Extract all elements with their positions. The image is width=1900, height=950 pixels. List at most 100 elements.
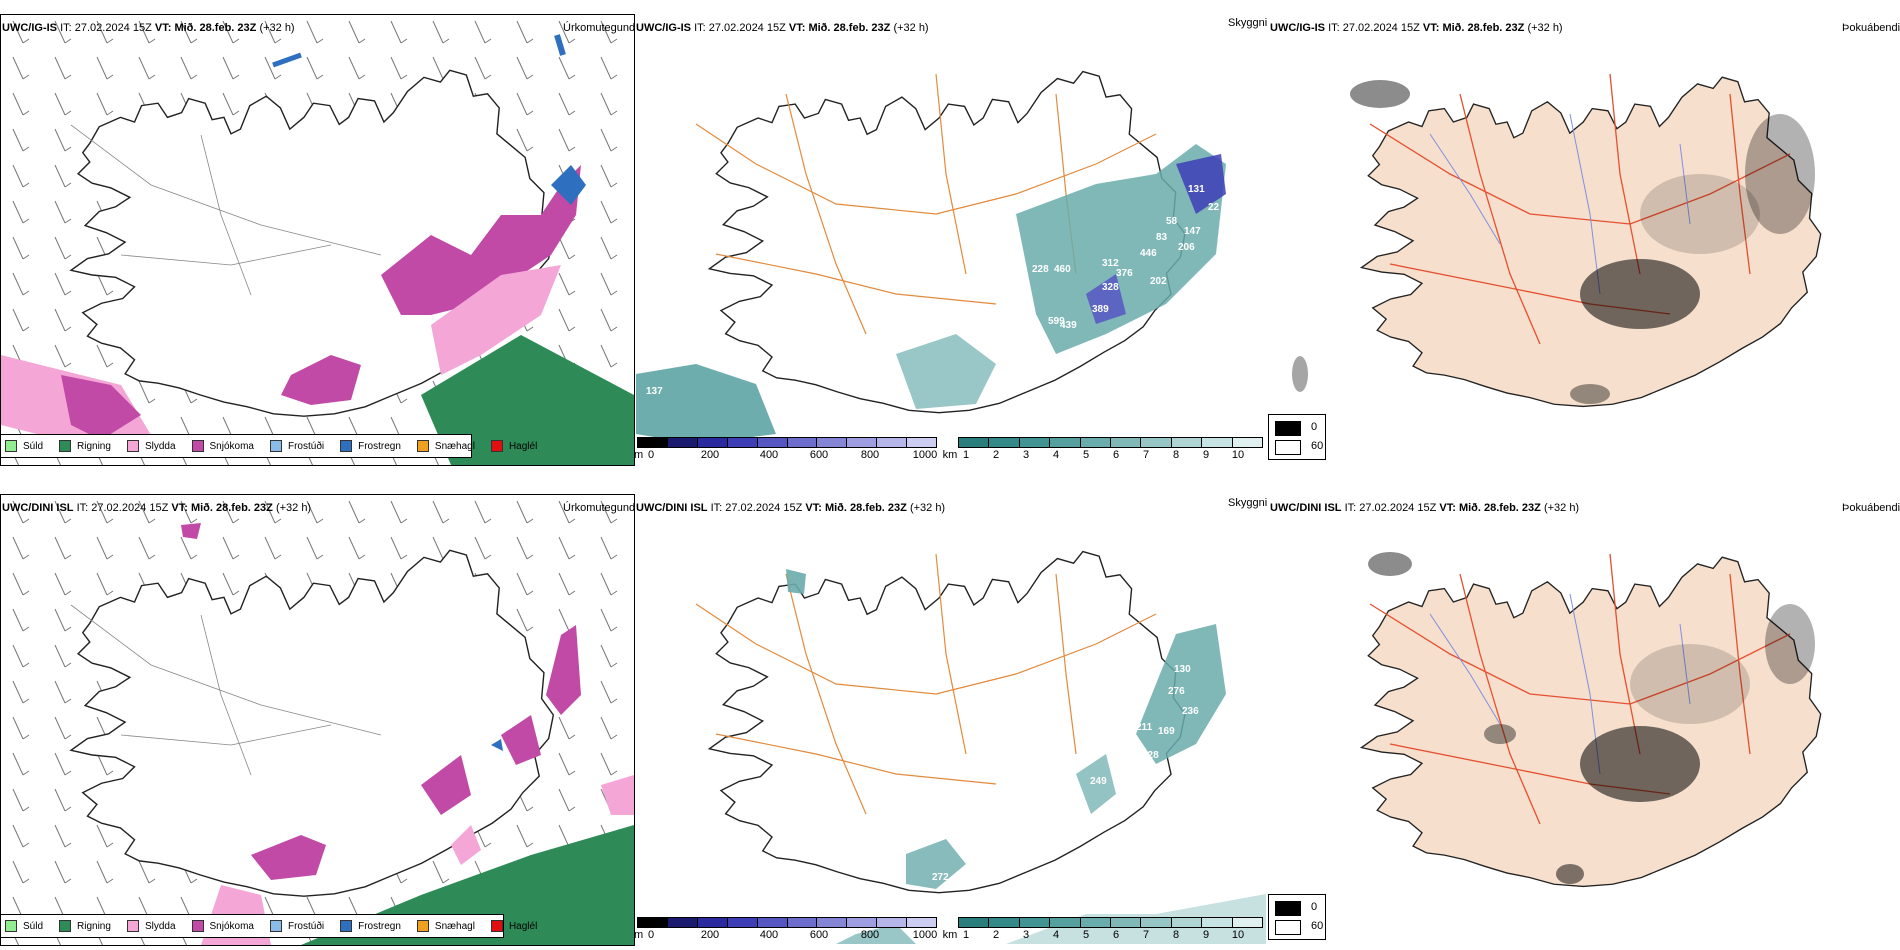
precip-type-map — [1, 495, 634, 945]
ceiling-label: 328 — [1142, 750, 1159, 761]
ceiling-label: 276 — [1168, 686, 1185, 697]
lead-time: (+32 h) — [909, 502, 946, 514]
colorbar-tick: 400 — [759, 449, 779, 461]
panel-title-precip-row1: Úrkomutegund — [563, 22, 636, 34]
colorbar-cell — [907, 918, 937, 927]
fog-swatch-low — [1275, 920, 1301, 935]
colorbar-unit: m — [634, 929, 644, 941]
colorbar-cell — [1202, 918, 1233, 927]
legend-swatch — [269, 440, 282, 452]
legend-label: Haglél — [508, 440, 538, 452]
colorbar-cell — [787, 918, 818, 927]
it-label: IT: — [1328, 22, 1340, 34]
colorbar-cell — [1171, 438, 1203, 447]
ceiling-label: 64 — [822, 586, 834, 597]
it-value: 27.02.2024 15Z — [725, 502, 803, 514]
visibility-colorbar-ticks: km 1 2 3 4 5 6 7 8 9 10 — [943, 928, 1263, 942]
vt-label: VT: — [805, 502, 822, 514]
colorbar-cell — [1080, 438, 1112, 447]
model-name: UWC/IG-IS — [1270, 22, 1325, 34]
colorbar-tick: 1 — [962, 929, 970, 941]
colorbar-tick: 200 — [700, 929, 720, 941]
colorbar-tick: 6 — [1112, 449, 1120, 461]
colorbar-cell — [757, 918, 788, 927]
ceiling-label-layer-row2: 130 276 236 211 169 133 328 564 249 646 … — [636, 494, 1266, 944]
ceiling-colorbar-cells — [637, 437, 937, 448]
ceiling-label: 312 — [1102, 258, 1119, 269]
visibility-panel-row1 — [636, 14, 1266, 464]
colorbar-cell — [1111, 918, 1142, 927]
legend-label: Frostúði — [287, 920, 325, 932]
fog-label-high: 0 — [1311, 421, 1318, 433]
colorbar-cell — [1202, 438, 1233, 447]
legend-label: Súld — [23, 440, 44, 452]
legend-swatch — [416, 920, 429, 932]
legend-swatch — [59, 920, 72, 932]
ceiling-colorbar-cells — [637, 917, 937, 928]
it-value: 27.02.2024 15Z — [1359, 502, 1437, 514]
precip-type-map — [1, 15, 634, 465]
fog-panel-row2 — [1270, 494, 1900, 944]
precip-type-panel-row1 — [0, 14, 635, 466]
it-label: IT: — [76, 502, 89, 514]
colorbar-cell — [959, 918, 990, 927]
vt-value: Mið. 28.feb. 23Z — [1458, 502, 1541, 514]
vt-label: VT: — [1422, 22, 1440, 34]
colorbar-tick: 600 — [809, 929, 829, 941]
ceiling-label: 599 — [1048, 316, 1065, 327]
legend-swatch — [5, 440, 17, 452]
colorbar-cell — [727, 438, 758, 447]
legend-swatch — [59, 440, 72, 452]
it-label: IT: — [710, 502, 723, 514]
model-name: UWC/DINI ISL — [2, 502, 74, 514]
legend-label: Slydda — [144, 440, 176, 452]
visibility-colorbar-row1: km 1 2 3 4 5 6 7 8 9 10 — [943, 437, 1263, 462]
vt-value: Mið. 28.feb. 23Z — [174, 22, 257, 34]
colorbar-tick: 3 — [1022, 449, 1030, 461]
colorbar-cell — [697, 918, 728, 927]
vt-label: VT: — [788, 22, 806, 34]
it-value: 27.02.2024 15Z — [91, 502, 169, 514]
ceiling-label: 169 — [1158, 726, 1175, 737]
legend-label: Rigning — [77, 920, 111, 932]
ceiling-label: 328 — [1102, 282, 1119, 293]
legend-swatch — [191, 440, 204, 452]
fog-map — [1292, 73, 1822, 408]
panel-title-fog-row1: Þokuábendi — [1842, 22, 1900, 34]
model-name: UWC/DINI ISL — [1270, 502, 1342, 514]
header-row1-visibility: UWC/IG-IS IT: 27.02.2024 15Z VT: Mið. 28… — [636, 22, 929, 34]
legend-item: Rigning — [59, 440, 111, 452]
colorbar-cell — [1019, 918, 1051, 927]
legend-label: Snæhagl — [434, 920, 475, 932]
legend-swatch — [490, 920, 503, 932]
colorbar-cell — [787, 438, 818, 447]
legend-label: Snjókoma — [209, 440, 254, 452]
ceiling-label: 211 — [1136, 722, 1153, 733]
ceiling-label: 147 — [1184, 226, 1201, 237]
vt-value: Mið. 28.feb. 23Z — [1442, 22, 1525, 34]
lead-time: (+32 h) — [893, 22, 929, 34]
fog-label-high: 0 — [1311, 901, 1318, 913]
colorbar-cell — [1141, 918, 1172, 927]
ceiling-label: 131 — [1188, 184, 1205, 195]
lead-time: (+32 h) — [259, 22, 295, 34]
vt-value: Mið. 28.feb. 23Z — [190, 502, 273, 514]
colorbar-tick: 8 — [1172, 929, 1180, 941]
header-row2-precip: UWC/DINI ISL IT: 27.02.2024 15Z VT: Mið.… — [2, 502, 311, 514]
it-label: IT: — [694, 22, 706, 34]
colorbar-cell — [1232, 438, 1263, 447]
legend-item: Snjókoma — [191, 440, 254, 452]
visibility-colorbar-row2: km 1 2 3 4 5 6 7 8 9 10 — [943, 917, 1263, 942]
ceiling-label: 389 — [1092, 304, 1109, 315]
legend-swatch — [126, 920, 139, 932]
precip-type-legend-row1: Súld Rigning Slydda Snjókoma Frostúði Fr… — [0, 434, 537, 458]
legend-swatch — [340, 920, 353, 932]
vt-label: VT: — [154, 22, 172, 34]
colorbar-tick: 2 — [992, 449, 1000, 461]
colorbar-cell — [1080, 918, 1112, 927]
colorbar-cell — [1171, 918, 1203, 927]
fog-map — [1360, 552, 1822, 888]
colorbar-tick: 0 — [647, 929, 655, 941]
fog-swatch-high — [1275, 901, 1301, 916]
colorbar-cell — [638, 438, 668, 447]
